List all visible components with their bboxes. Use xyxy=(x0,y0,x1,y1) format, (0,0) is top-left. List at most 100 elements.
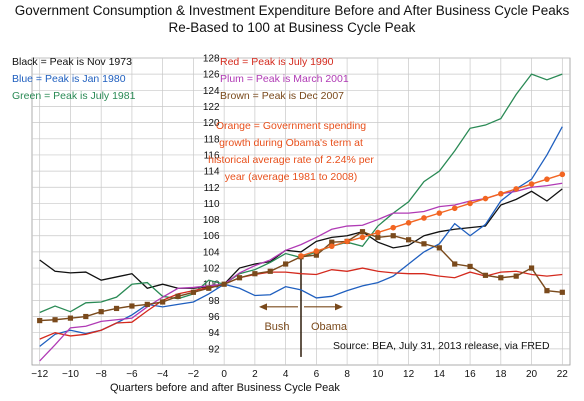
orange-marker xyxy=(390,224,397,231)
chart-title: Government Consumption & Investment Expe… xyxy=(14,3,570,18)
brown-marker xyxy=(252,271,258,277)
orange-marker xyxy=(328,243,335,250)
y-tick-label: 94 xyxy=(208,328,220,339)
orange-marker xyxy=(344,238,350,245)
y-tick-label: 98 xyxy=(208,296,220,307)
y-tick-label: 112 xyxy=(204,183,220,194)
x-tick-label: 8 xyxy=(344,369,350,380)
brown-marker xyxy=(528,265,535,271)
brown-marker xyxy=(513,273,519,279)
brown-marker xyxy=(144,301,150,308)
orange-marker xyxy=(528,181,535,187)
bush-label: Bush xyxy=(264,321,289,333)
series-line-4 xyxy=(39,182,563,362)
y-tick-label: 114 xyxy=(204,167,220,178)
brown-marker xyxy=(206,285,212,291)
x-tick-label: −10 xyxy=(62,369,79,380)
x-tick-label: 2 xyxy=(252,369,258,380)
x-tick-label: 22 xyxy=(557,369,569,380)
orange-marker xyxy=(359,234,366,241)
brown-marker xyxy=(283,261,289,267)
x-tick-label: 16 xyxy=(465,369,477,380)
brown-marker xyxy=(559,289,565,295)
brown-marker xyxy=(375,234,381,240)
legend-item-left-2: Green = Peak is July 1981 xyxy=(12,90,136,102)
y-tick-label: 122 xyxy=(203,102,220,113)
x-tick-label: 12 xyxy=(403,369,415,380)
y-tick-label: 108 xyxy=(203,215,220,226)
x-tick-label: −2 xyxy=(188,369,200,380)
y-tick-label: 102 xyxy=(203,264,220,275)
orange-marker xyxy=(405,220,412,226)
legend-item-left-0: Black = Peak is Nov 1973 xyxy=(12,56,132,68)
x-tick-label: 14 xyxy=(434,369,446,380)
brown-marker xyxy=(406,237,412,243)
x-tick-label: −8 xyxy=(95,369,107,380)
brown-marker xyxy=(544,288,550,294)
legend-item-left-1: Blue = Peak is Jan 1980 xyxy=(12,73,126,85)
brown-marker xyxy=(421,241,427,247)
brown-marker xyxy=(67,315,74,321)
brown-marker xyxy=(98,309,104,315)
legend-left: Black = Peak is Nov 1973 Blue = Peak is J… xyxy=(12,54,135,105)
series-line-0 xyxy=(39,188,563,289)
orange-marker xyxy=(498,190,504,197)
legend-item-right-1: Plum = Peak is March 2001 xyxy=(220,73,349,85)
brown-marker xyxy=(390,233,396,239)
brown-marker xyxy=(175,293,181,299)
orange-marker xyxy=(513,186,519,192)
brown-marker xyxy=(482,272,489,278)
brown-marker xyxy=(313,252,319,258)
brown-marker xyxy=(498,275,504,281)
orange-annotation: Orange = Government spending growth duri… xyxy=(208,120,374,183)
orange-marker xyxy=(544,176,550,182)
chart-subtitle: Re-Based to 100 at Business Cycle Peak xyxy=(168,20,416,35)
brown-marker xyxy=(436,245,442,251)
y-tick-label: 110 xyxy=(204,199,220,210)
x-tick-label: 20 xyxy=(526,369,538,380)
orange-marker xyxy=(375,229,381,236)
legend-item-right-0: Red = Peak is July 1990 xyxy=(220,56,334,68)
obama-label: Obama xyxy=(311,321,348,333)
orange-marker xyxy=(313,248,320,254)
brown-marker xyxy=(113,305,120,312)
legend-item-right-2: Brown = Peak is Dec 2007 xyxy=(220,90,345,102)
y-tick-label: 116 xyxy=(204,150,220,161)
brown-marker xyxy=(221,281,227,287)
legend-right: Red = Peak is July 1990 Plum = Peak is Ma… xyxy=(220,54,349,105)
orange-marker xyxy=(467,200,473,207)
orange-marker xyxy=(559,171,566,178)
series-line-1 xyxy=(39,126,563,347)
brown-marker xyxy=(452,261,458,267)
brown-marker xyxy=(236,275,243,281)
series-line-3 xyxy=(39,267,563,340)
y-tick-label: 106 xyxy=(203,231,220,242)
y-tick-label: 126 xyxy=(203,70,220,81)
obama-arrowhead xyxy=(335,303,343,311)
brown-marker xyxy=(52,317,58,323)
y-tick-label: 120 xyxy=(203,118,220,129)
orange-marker xyxy=(421,215,427,221)
y-tick-label: 124 xyxy=(203,86,220,97)
y-tick-label: 128 xyxy=(203,54,220,65)
x-tick-label: 18 xyxy=(495,369,507,380)
brown-marker xyxy=(467,263,473,270)
orange-marker xyxy=(298,253,304,259)
x-tick-label: 6 xyxy=(314,369,320,380)
brown-marker xyxy=(129,303,135,309)
brown-marker xyxy=(190,289,196,295)
x-tick-label: 4 xyxy=(283,369,289,380)
orange-marker xyxy=(436,210,443,216)
source-note: Source: BEA, July 31, 2013 release, via … xyxy=(333,340,550,352)
brown-marker xyxy=(359,229,366,235)
x-axis-label: Quarters before and after Business Cycle… xyxy=(110,382,340,394)
brown-marker xyxy=(37,317,43,324)
brown-marker xyxy=(83,313,89,320)
brown-marker xyxy=(329,239,335,245)
x-tick-label: 0 xyxy=(221,369,227,380)
x-tick-label: −12 xyxy=(31,369,48,380)
brown-marker xyxy=(267,268,273,274)
orange-marker xyxy=(482,195,489,202)
y-tick-label: 92 xyxy=(208,344,220,355)
